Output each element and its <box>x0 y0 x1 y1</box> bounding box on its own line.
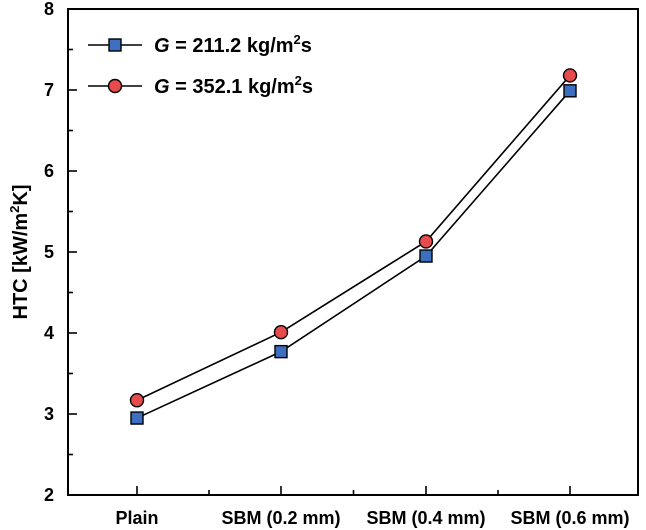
series-2-point <box>562 68 578 83</box>
y-tick-label: 5 <box>44 242 54 262</box>
series-1-line <box>136 90 571 419</box>
y-tick-label: 6 <box>44 161 54 181</box>
legend-entry-1: G = 211.2 kg/m2s <box>88 32 312 57</box>
series-2-point <box>273 324 289 340</box>
y-axis-title-sup: 2 <box>7 206 22 213</box>
legend-label-text: = 211.2 kg/m <box>170 35 294 57</box>
legend-label-sup: 2 <box>295 73 302 88</box>
x-tick-label: SBM (0.6 mm) <box>510 508 629 528</box>
series-1-point <box>274 344 288 359</box>
series-2-line <box>136 74 571 401</box>
series-2 <box>129 68 578 408</box>
x-axis-ticks: Plain SBM (0.2 mm) SBM (0.4 mm) SBM (0.6 mm… <box>115 486 630 528</box>
y-axis-title: HTC [kW/m2K] <box>7 184 32 319</box>
legend-marker <box>107 78 123 94</box>
legend-label-suffix: s <box>301 35 312 57</box>
y-axis-title-suffix: K] <box>10 184 32 205</box>
legend-label-text: = 352.1 kg/m <box>170 76 295 98</box>
y-axis-ticks: 2 3 4 5 6 7 8 <box>44 0 77 505</box>
legend-label: G = 352.1 kg/m2s <box>154 73 313 98</box>
series-1 <box>130 84 577 425</box>
legend-label-var: G <box>154 76 170 98</box>
legend-entry-2: G = 352.1 kg/m2s <box>88 73 313 98</box>
x-tick-label: Plain <box>115 508 158 528</box>
y-axis-title-prefix: HTC [kW/m <box>10 213 32 320</box>
x-tick-label: SBM (0.2 mm) <box>221 508 340 528</box>
legend-label-suffix: s <box>302 76 313 98</box>
y-tick-label: 2 <box>44 485 54 505</box>
legend-marker <box>108 38 122 52</box>
legend-label-var: G <box>154 35 170 57</box>
x-tick-label: SBM (0.4 mm) <box>366 508 485 528</box>
series-1-point <box>130 411 144 425</box>
y-tick-label: 7 <box>44 80 54 100</box>
series <box>129 68 578 425</box>
legend-label: G = 211.2 kg/m2s <box>154 32 312 57</box>
series-1-point <box>419 249 433 263</box>
series-2-point <box>418 234 434 249</box>
y-tick-label: 3 <box>44 404 54 424</box>
y-tick-label: 8 <box>44 0 54 19</box>
series-1-point <box>563 84 577 98</box>
y-tick-label: 4 <box>44 323 54 343</box>
legend-label-sup: 2 <box>294 32 301 47</box>
series-2-point <box>129 393 145 408</box>
